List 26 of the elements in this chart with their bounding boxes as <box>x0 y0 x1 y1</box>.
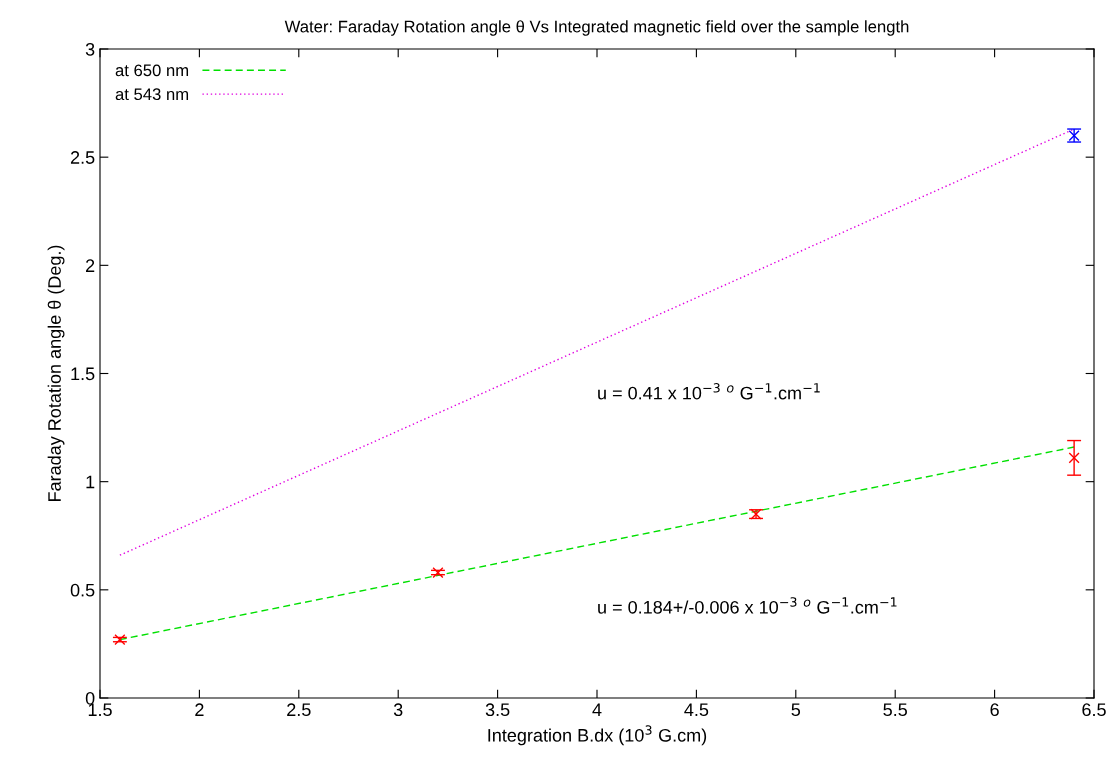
x-tick-label: 5 <box>791 703 801 717</box>
x-tick-label: 5.5 <box>883 703 907 717</box>
point <box>1068 452 1080 464</box>
x-tick-label: 3.5 <box>485 703 510 717</box>
x-tick-label: 4.5 <box>684 703 709 717</box>
legend-label: at 543 nm <box>115 88 189 101</box>
x-tick-label: 2 <box>195 703 204 716</box>
point <box>432 566 444 579</box>
y-tick-label: 3 <box>85 42 95 56</box>
x-tick-label: 6.5 <box>1082 703 1106 717</box>
x-tick-label: 3 <box>393 703 403 717</box>
annotation: u = 0.184+/-0.006 x 10$^{−3 o}$ G$^{−1}$.cm$^{−1}$ <box>598 597 897 614</box>
y-tick-label: 0 <box>85 691 95 705</box>
y-tick-label: 1 <box>86 475 95 489</box>
y-tick-label: 0.5 <box>70 583 95 597</box>
y-tick-label: 2.5 <box>70 151 95 164</box>
y-axis-title: Faraday Rotation angle θ (Deg.) <box>47 245 65 501</box>
y-tick-label: 1.5 <box>71 367 95 381</box>
legend-label: at 650 nm <box>115 64 189 77</box>
x-tick-label: 2.5 <box>287 703 311 717</box>
x-axis-title: Integration B.dx (10$^{3}$ G.cm) <box>488 725 707 746</box>
y-tick-label: 2 <box>86 259 95 272</box>
x-tick-label: 4 <box>592 703 602 716</box>
x-tick-label: 6 <box>990 703 999 717</box>
annotation: u = 0.41 x 10$^{−3 o}$ G$^{−1}$.cm$^{−1}$ <box>598 383 820 400</box>
chart-title: Water: Faraday Rotation angle θ Vs Integrated magnetic field over the sample length <box>284 20 909 36</box>
